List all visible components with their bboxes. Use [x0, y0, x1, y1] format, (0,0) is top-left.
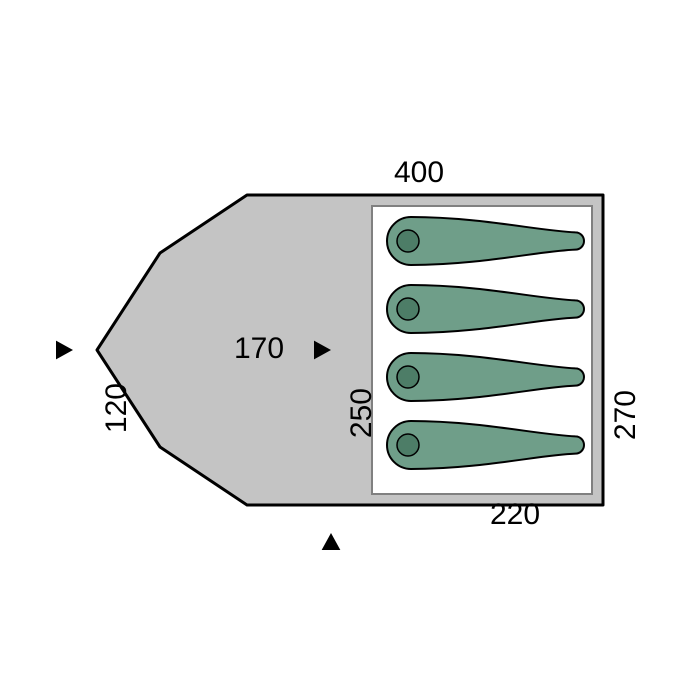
- dimension-label-vestibule_h: 170: [234, 332, 284, 366]
- diagram-svg: [0, 0, 700, 700]
- sleeping-bag-head: [397, 434, 419, 456]
- sleeping-bag-head: [397, 298, 419, 320]
- dimension-label-inner_w: 220: [490, 498, 540, 532]
- tent-floorplan-diagram: 400 270 120 170 250 220: [0, 0, 700, 700]
- dimension-label-left: 120: [100, 383, 134, 433]
- dimension-label-right: 270: [609, 390, 643, 440]
- dimension-label-inner_h: 250: [345, 388, 379, 438]
- dimension-label-top: 400: [394, 156, 444, 190]
- sleeping-bag-head: [397, 366, 419, 388]
- sleeping-bag-head: [397, 230, 419, 252]
